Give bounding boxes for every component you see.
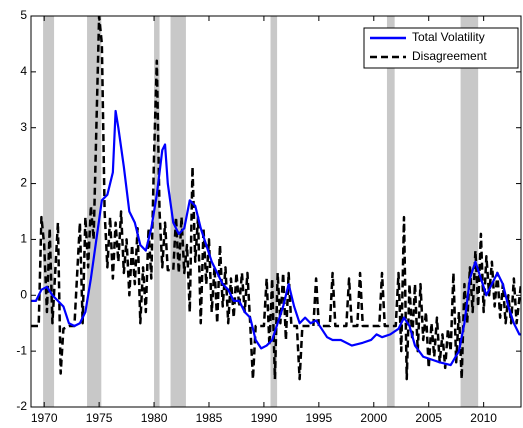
y-tick-label: -2 (16, 399, 27, 413)
y-tick-label: 2 (20, 176, 27, 190)
x-tick-label: 2000 (360, 411, 387, 425)
shaded-period (270, 16, 278, 407)
shaded-period (170, 16, 186, 407)
x-tick-label: 1985 (196, 411, 223, 425)
y-tick-label: 3 (20, 120, 27, 134)
shaded-period (154, 16, 160, 407)
x-tick-label: 2010 (470, 411, 497, 425)
lines (31, 16, 521, 381)
plot-frame (30, 15, 522, 408)
x-tick-label: 1995 (305, 411, 332, 425)
y-tick-label: 1 (20, 232, 27, 246)
y-tick-label: 4 (20, 64, 27, 78)
axes: -2 -1 0 1 2 3 4 5 1970 1975 1980 1985 1990 1995 2000 20… (16, 8, 521, 425)
legend-box (363, 27, 519, 69)
series-line (31, 109, 521, 367)
y-tick-label: 5 (20, 8, 27, 22)
x-tick-label: 1970 (31, 411, 58, 425)
y-tick-label: -1 (16, 343, 27, 357)
legend-label: Total Volatility (412, 30, 485, 44)
series-line (31, 16, 521, 381)
legend: Total Volatility Disagreement (363, 27, 519, 69)
shaded-period (43, 16, 55, 407)
x-tick-label: 1975 (86, 411, 113, 425)
x-tick-label: 1990 (251, 411, 278, 425)
shaded-period (386, 16, 395, 407)
legend-label: Disagreement (412, 49, 487, 63)
x-tick-label: 1980 (141, 411, 168, 425)
y-tick-label: 0 (20, 287, 27, 301)
x-tick-label: 2005 (415, 411, 442, 425)
